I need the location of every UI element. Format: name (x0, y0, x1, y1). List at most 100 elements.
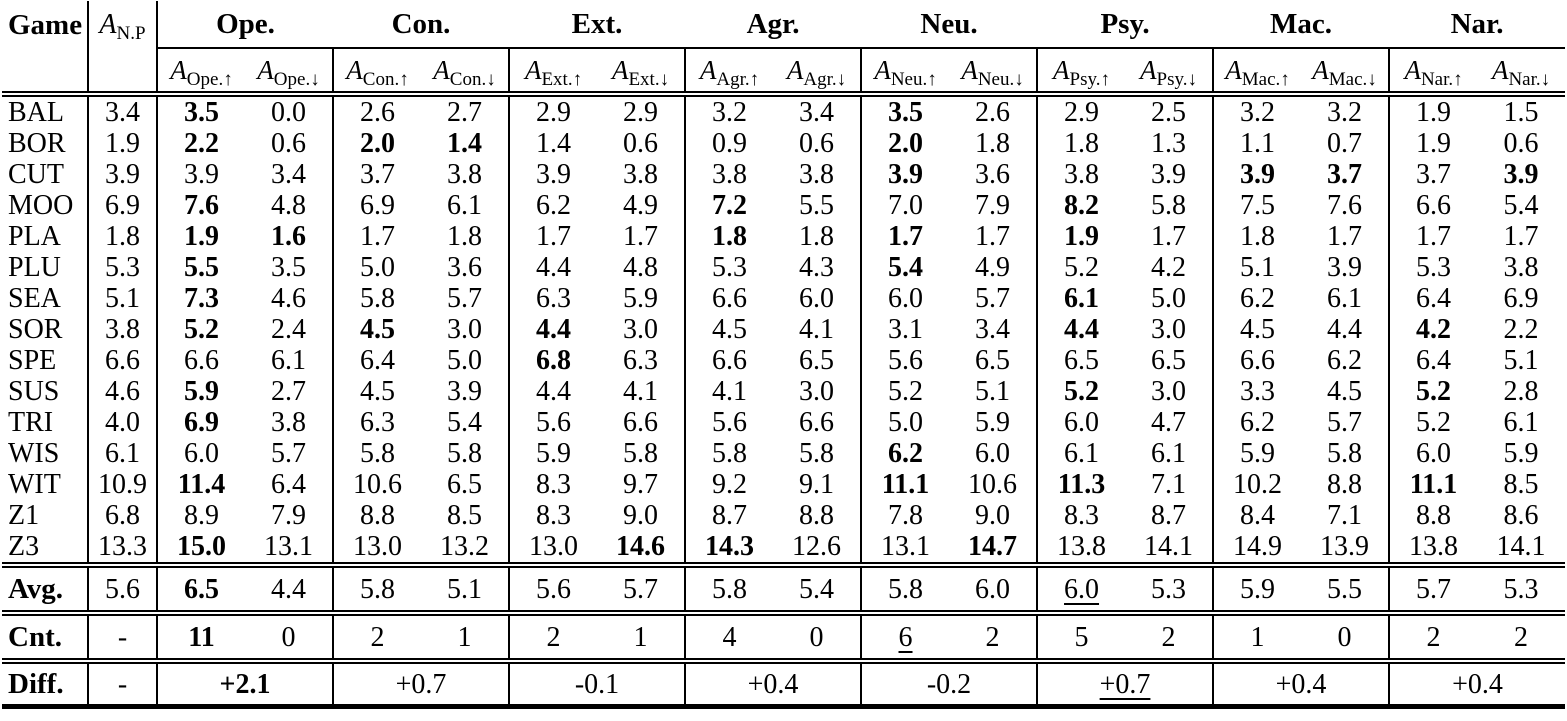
cell: 8.6 (1503, 500, 1539, 531)
cell: 7.3 (156, 283, 245, 314)
col-subheader-ope-up: AOpe.↑ (156, 48, 245, 94)
subheader-subscript: Nar.↑ (1420, 69, 1463, 90)
cell: 6.0 (949, 562, 1038, 613)
subheader-base: A (1491, 55, 1509, 85)
cell: 1.7 (1327, 221, 1363, 252)
table-body: BAL 3.4 3.5 0.0 2.6 2.7 2.9 2.9 3.2 3.4 3.5 2.6 2.9 2… (2, 91, 1566, 565)
cell: 3.7 (332, 159, 421, 190)
np-header-subscript: N.P (116, 23, 146, 44)
cell: 3.4 (271, 159, 306, 190)
row-label: Z1 (8, 500, 40, 531)
cell: 9.1 (799, 469, 835, 500)
cell: 3.2 (1301, 91, 1390, 128)
cell: 4.1 (684, 376, 774, 407)
cell: 3.9 (508, 159, 598, 190)
cell: 6.5 (975, 345, 1011, 376)
cell: 4.5 (684, 314, 774, 345)
cell: 5.1 (1212, 252, 1302, 283)
cell: 5.6 (860, 345, 950, 376)
cell: 6.2 (1327, 345, 1363, 376)
cell: 3.8 (1036, 159, 1126, 190)
cell: 5.8 (332, 562, 421, 613)
cell: 5.8 (623, 438, 659, 469)
cell: 3.8 (271, 407, 306, 438)
cell: 6.1 (1036, 438, 1126, 469)
col-subheader-con-down: ACon.↓ (421, 48, 509, 94)
cell: 3.8 (447, 159, 482, 190)
cell: 2.9 (1036, 91, 1126, 128)
cell: 1.8 (799, 221, 835, 252)
diff-cell: +0.4 (684, 658, 862, 709)
cell: 0.9 (684, 128, 774, 159)
cell: 5.6 (508, 562, 598, 613)
cell: 3.7 (1388, 159, 1478, 190)
np-value: 6.1 (87, 438, 157, 469)
cell: 6.1 (271, 345, 306, 376)
cell: 3.0 (1151, 376, 1187, 407)
cell: 5.5 (799, 190, 835, 221)
cell: 6.0 (1036, 562, 1126, 613)
cell: 12.6 (792, 531, 842, 562)
cell: 9.2 (684, 469, 774, 500)
cell: 5.8 (332, 283, 421, 314)
cell: 6.9 (156, 407, 245, 438)
cell: 6.0 (975, 438, 1011, 469)
cell: 1.8 (447, 221, 482, 252)
col-subheader-psy-up: APsy.↑ (1036, 48, 1126, 94)
cell: 5.4 (447, 407, 482, 438)
cell: 3.5 (271, 252, 306, 283)
cell: 5.5 (1301, 562, 1390, 613)
cell: 1.8 (1212, 221, 1302, 252)
col-subheader-ext-up: AExt.↑ (508, 48, 598, 94)
cell: 6.4 (332, 345, 421, 376)
cell: 5.8 (684, 562, 774, 613)
col-subheader-neu-up: ANeu.↑ (860, 48, 950, 94)
subheader-subscript: Ope.↑ (186, 69, 233, 90)
group-header-ext: Ext. (509, 1, 686, 49)
cell: 2.6 (949, 91, 1038, 128)
cell: 6.6 (799, 407, 835, 438)
table-row-pla: PLA 1.8 1.9 1.6 1.7 1.8 1.7 1.7 1.8 1.8 1.7 1.7 1.9 1… (2, 221, 1565, 252)
cell: 3.1 (860, 314, 950, 345)
row-label: WIT (8, 469, 61, 500)
cell: 1.5 (1477, 91, 1566, 128)
cell: 6.3 (508, 283, 598, 314)
cell: 6.4 (1388, 283, 1478, 314)
subheader-subscript: Neu.↓ (977, 69, 1024, 90)
cell: 6.2 (508, 190, 598, 221)
cell: 5.8 (332, 438, 421, 469)
cell: 3.8 (684, 159, 774, 190)
cell: 5.8 (447, 438, 482, 469)
group-header-con: Con. (333, 1, 510, 49)
cell: 4.4 (1036, 314, 1126, 345)
cell: 7.1 (1151, 469, 1187, 500)
np-value: 3.9 (87, 159, 157, 190)
cell: 3.9 (156, 159, 245, 190)
np-value: - (87, 610, 157, 661)
cell: 2.2 (156, 128, 245, 159)
cell: 5.9 (1503, 438, 1539, 469)
cell: 11.1 (1388, 469, 1478, 500)
cell: 14.1 (1144, 531, 1194, 562)
col-subheader-nar-up: ANar.↑ (1388, 48, 1478, 94)
summary-label: Diff. (2, 658, 88, 709)
cell: 2.7 (421, 91, 510, 128)
cell: 2.0 (860, 128, 950, 159)
cell: 5.0 (447, 345, 482, 376)
cell: 7.8 (860, 500, 950, 531)
row-label: WIS (8, 438, 60, 469)
cell: 1.7 (332, 221, 421, 252)
cell: 3.8 (1503, 252, 1539, 283)
diff-cell: +0.4 (1388, 658, 1566, 709)
cell: 5.8 (799, 438, 835, 469)
subheader-base: A (1225, 55, 1242, 85)
cell: 3.7 (1327, 159, 1363, 190)
cell: 4.1 (799, 314, 835, 345)
subheader-base: A (961, 55, 978, 85)
cell: 5.8 (1327, 438, 1363, 469)
cell: 3.3 (1212, 376, 1302, 407)
subheader-subscript: Psy.↑ (1069, 69, 1111, 90)
subheader-base: A (524, 55, 542, 85)
diff-cell: -0.2 (860, 658, 1038, 709)
subheader-base: A (1404, 55, 1421, 85)
